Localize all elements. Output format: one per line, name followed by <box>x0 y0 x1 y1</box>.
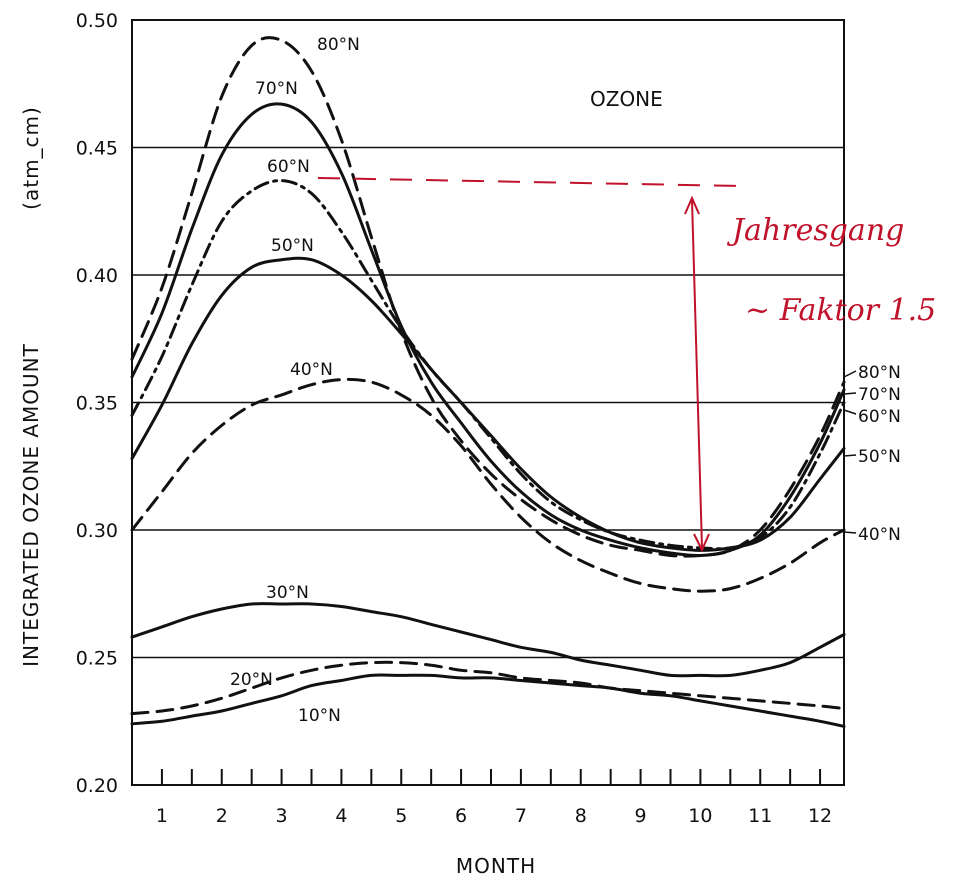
right-label-leaders <box>843 370 857 534</box>
curve-label-50n: 50°N <box>271 236 314 256</box>
right-label-70n: 70°N <box>858 385 901 405</box>
x-axis-ticks: 1 2 3 4 5 6 7 8 9 10 11 12 <box>156 769 832 827</box>
x-tick-label: 11 <box>748 805 772 827</box>
x-tick-label: 3 <box>276 805 288 827</box>
x-tick-label: 8 <box>575 805 587 827</box>
series-line-30n <box>130 602 846 678</box>
curve-label-10n: 10°N <box>298 706 341 726</box>
annotation-arrow-shaft <box>691 199 703 549</box>
y-tick-label: 0.20 <box>76 775 118 797</box>
x-tick-label: 9 <box>635 805 647 827</box>
y-tick-label: 0.40 <box>76 265 118 287</box>
x-tick-label: 4 <box>335 805 347 827</box>
x-tick-label: 5 <box>395 805 407 827</box>
curve-label-30n: 30°N <box>266 583 309 603</box>
right-label-50n: 50°N <box>858 447 901 467</box>
y-axis-unit: (atm_cm) <box>19 106 43 210</box>
y-axis-ticks: 0.20 0.25 0.30 0.35 0.40 0.45 0.50 <box>76 10 118 797</box>
annotation-dashed-line <box>317 177 741 187</box>
y-tick-label: 0.35 <box>76 393 118 415</box>
gridlines <box>132 146 844 659</box>
right-label-40n: 40°N <box>858 525 901 545</box>
x-tick-label: 7 <box>515 805 527 827</box>
series-line-70n <box>130 102 846 558</box>
y-tick-label: 0.50 <box>76 10 118 32</box>
y-tick-label: 0.25 <box>76 648 118 670</box>
series-line-10n <box>130 673 846 728</box>
curve-label-80n: 80°N <box>317 35 360 55</box>
handwritten-annotation: Jahresgang ~ Faktor 1.5 <box>317 177 936 553</box>
y-axis-title: INTEGRATED OZONE AMOUNT <box>19 343 43 667</box>
x-tick-label: 12 <box>808 805 832 827</box>
series-line-50n <box>130 256 846 552</box>
right-label-80n: 80°N <box>858 363 901 383</box>
annotation-text-line1: Jahresgang <box>726 213 904 248</box>
chart-title: OZONE <box>590 87 663 111</box>
right-label-60n: 60°N <box>858 407 901 427</box>
series-line-20n <box>130 660 846 716</box>
series-line-40n <box>130 377 846 593</box>
curve-label-60n: 60°N <box>267 157 310 177</box>
series-lines <box>130 36 846 728</box>
curve-label-70n: 70°N <box>255 79 298 99</box>
x-axis-title: MONTH <box>456 854 536 878</box>
y-tick-label: 0.30 <box>76 520 118 542</box>
annotation-arrow-head-bottom <box>693 533 710 553</box>
x-tick-label: 6 <box>455 805 467 827</box>
y-tick-label: 0.45 <box>76 138 118 160</box>
curve-label-20n: 20°N <box>230 670 273 690</box>
curve-label-40n: 40°N <box>290 360 333 380</box>
annotation-text-line2: ~ Faktor 1.5 <box>745 293 936 328</box>
x-tick-label: 10 <box>688 805 712 827</box>
x-tick-label: 1 <box>156 805 168 827</box>
x-tick-label: 2 <box>216 805 228 827</box>
annotation-arrow-head-top <box>684 195 700 215</box>
